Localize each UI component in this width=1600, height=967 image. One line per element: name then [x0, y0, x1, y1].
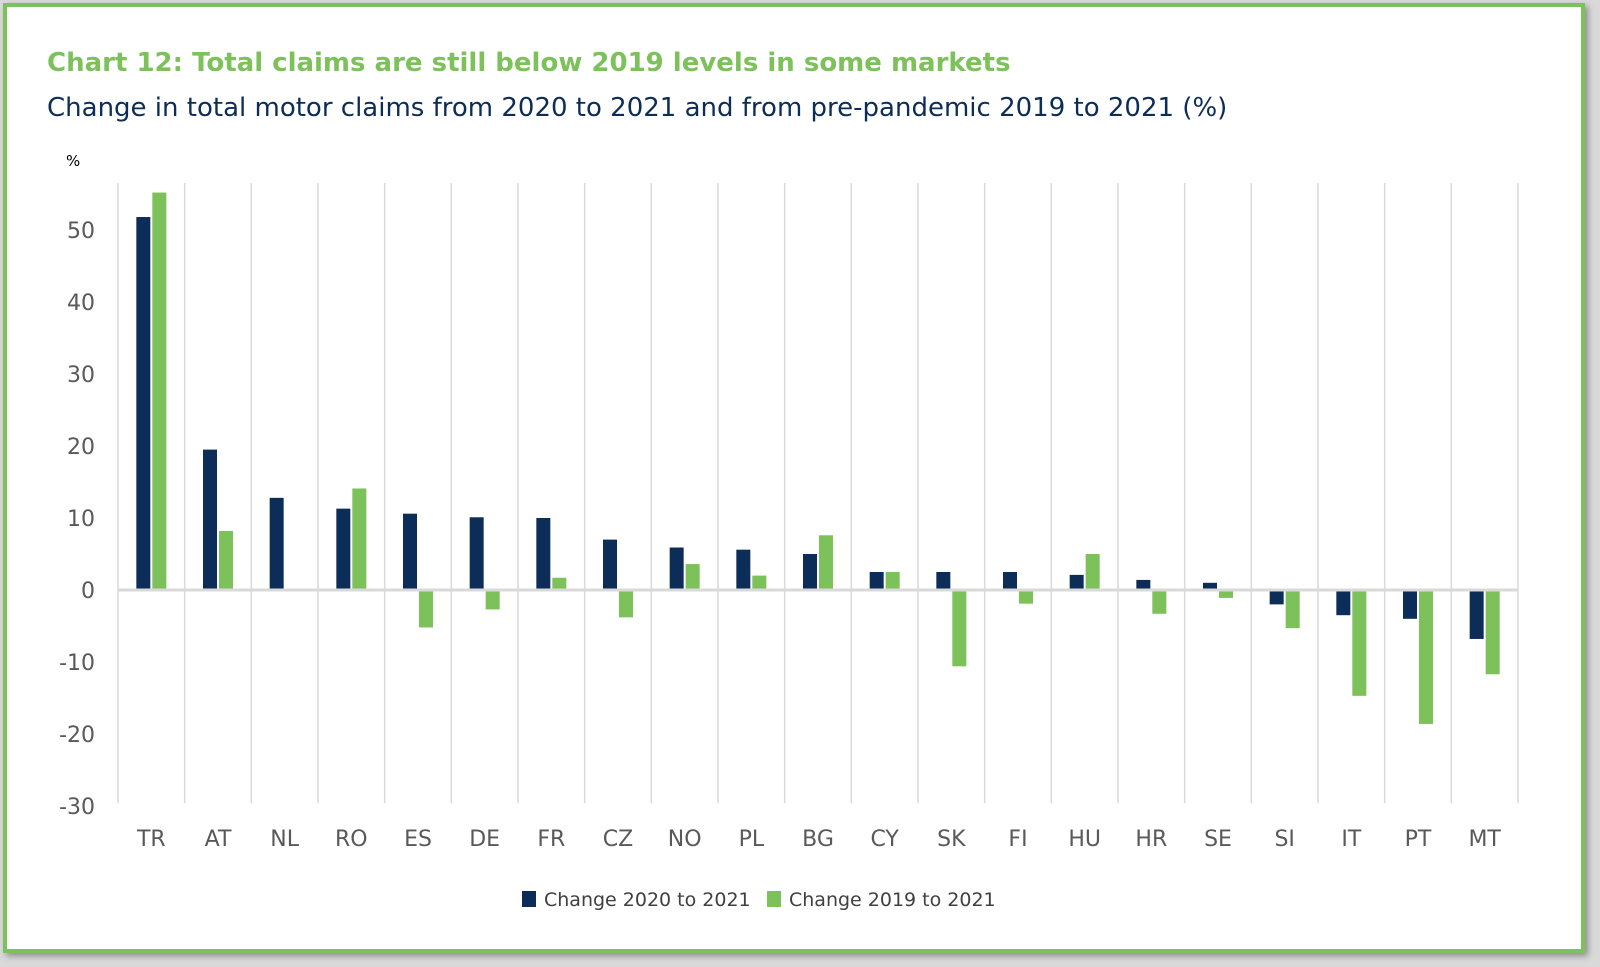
gridlines	[117, 183, 1519, 803]
bar-change-2020-2021-it	[1336, 590, 1351, 616]
bar-change-2019-2021-cy	[885, 572, 900, 590]
x-tick-label: MT	[1468, 827, 1501, 852]
bar-change-2019-2021-bg	[819, 535, 833, 590]
bar-change-2020-2021-pt	[1403, 590, 1417, 619]
x-tick-label: ES	[404, 827, 432, 852]
y-tick-label: 30	[67, 363, 95, 388]
x-tick-label: IT	[1341, 827, 1361, 852]
bar-change-2019-2021-fi	[1019, 590, 1033, 604]
bar-change-2019-2021-mt	[1485, 590, 1500, 675]
x-tick-label: FI	[1008, 827, 1027, 852]
bar-change-2020-2021-de	[469, 517, 484, 590]
legend-swatch	[767, 891, 781, 907]
bar-change-2019-2021-tr	[152, 192, 167, 590]
bar-change-2020-2021-es	[403, 513, 417, 590]
x-tick-label: SK	[937, 827, 966, 852]
legend: Change 2020 to 2021 Change 2019 to 2021	[522, 889, 996, 911]
x-tick-label: CZ	[603, 827, 633, 852]
legend-label: Change 2020 to 2021	[544, 889, 751, 911]
x-tick-label: FR	[537, 827, 565, 852]
bar-change-2019-2021-es	[419, 590, 433, 628]
y-tick-label: -20	[59, 723, 95, 748]
x-tick-label: SI	[1274, 827, 1294, 852]
bar-change-2020-2021-ro	[336, 508, 351, 590]
bar-change-2019-2021-at	[219, 530, 233, 590]
legend-label: Change 2019 to 2021	[789, 889, 996, 911]
y-tick-label: 40	[67, 291, 95, 316]
x-tick-label: HU	[1068, 827, 1101, 852]
bar-change-2020-2021-fi	[1003, 572, 1017, 590]
bar-change-2020-2021-mt	[1469, 590, 1484, 639]
chart-frame	[3, 3, 1585, 953]
x-tick-label: NL	[270, 827, 299, 852]
bar-change-2020-2021-fr	[536, 518, 551, 590]
x-tick-label: NO	[668, 827, 702, 852]
bar-change-2019-2021-hu	[1085, 554, 1100, 590]
bar-change-2019-2021-hr	[1152, 590, 1167, 614]
bar-change-2020-2021-sk	[936, 572, 951, 590]
bar-change-2020-2021-hu	[1069, 574, 1084, 590]
x-tick-label: PL	[739, 827, 765, 852]
y-tick-label: 10	[67, 507, 95, 532]
bar-change-2020-2021-si	[1269, 590, 1284, 605]
bar-change-2019-2021-cz	[619, 590, 633, 618]
bar-change-2020-2021-bg	[803, 554, 817, 590]
bar-change-2019-2021-sk	[952, 590, 967, 667]
bar-change-2019-2021-si	[1285, 590, 1300, 629]
x-tick-label: PT	[1405, 827, 1432, 852]
bar-change-2020-2021-se	[1203, 582, 1217, 590]
chart-subtitle: Change in total motor claims from 2020 t…	[47, 93, 1228, 123]
x-tick-label: TR	[136, 827, 166, 852]
bar-change-2020-2021-nl	[269, 497, 284, 590]
bar-change-2019-2021-pl	[752, 575, 767, 590]
chart-title: Chart 12: Total claims are still below 2…	[47, 48, 1011, 78]
bar-change-2019-2021-no	[685, 564, 700, 590]
x-tick-label: RO	[335, 827, 368, 852]
x-tick-label: CY	[870, 827, 899, 852]
y-tick-label: 0	[81, 579, 95, 604]
bar-change-2020-2021-pl	[736, 549, 751, 590]
bar-change-2020-2021-tr	[136, 217, 151, 591]
y-axis-unit: %	[66, 152, 80, 170]
x-tick-label: AT	[205, 827, 232, 852]
bar-change-2019-2021-pt	[1419, 590, 1433, 724]
bar-change-2020-2021-at	[203, 449, 217, 590]
x-axis-categories: TR AT NL RO ES DE FR CZ NO PL BG CY SK FI HU HR SE SI IT PT…	[136, 827, 1501, 852]
bars	[136, 192, 1500, 724]
y-tick-label: 50	[67, 219, 95, 244]
y-tick-label: 20	[67, 435, 95, 460]
bar-change-2019-2021-fr	[552, 577, 567, 590]
bar-change-2020-2021-cz	[603, 539, 617, 590]
bar-change-2019-2021-se	[1219, 590, 1233, 598]
bar-change-2019-2021-ro	[352, 488, 367, 590]
bar-change-2019-2021-de	[485, 590, 500, 610]
bar-change-2020-2021-cy	[869, 572, 884, 590]
y-axis-ticks: -30 -20 -10 0 10 20 30 40 50	[59, 219, 95, 820]
legend-swatch	[522, 891, 536, 907]
bar-change-2020-2021-hr	[1136, 579, 1151, 590]
bar-change-2020-2021-no	[669, 547, 684, 590]
y-tick-label: -30	[59, 795, 95, 820]
y-tick-label: -10	[59, 651, 95, 676]
x-tick-label: SE	[1204, 827, 1232, 852]
x-tick-label: DE	[469, 827, 500, 852]
x-tick-label: HR	[1135, 827, 1167, 852]
x-tick-label: BG	[802, 827, 834, 852]
bar-change-2019-2021-it	[1352, 590, 1367, 696]
